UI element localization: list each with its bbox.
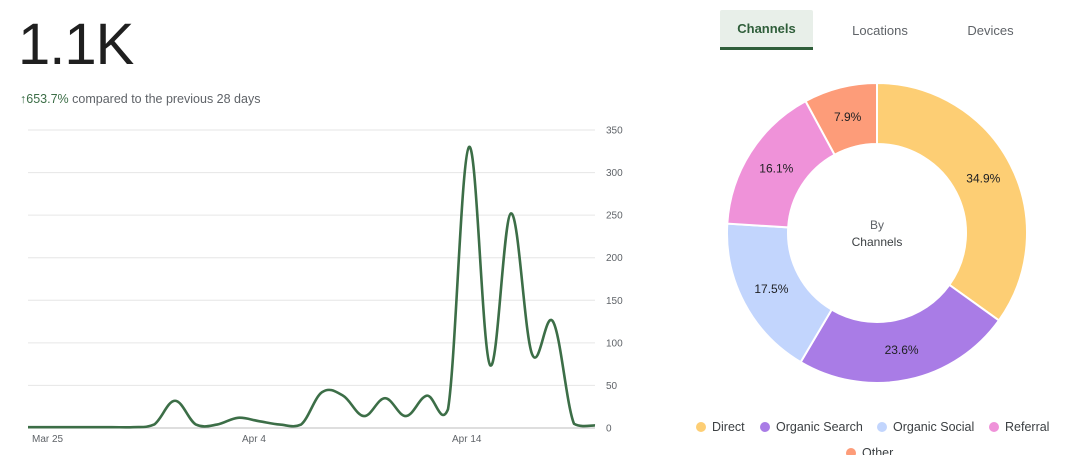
change-percent: 653.7% [26, 92, 69, 106]
series-line [28, 145, 596, 429]
donut-slice[interactable] [804, 81, 878, 157]
tab-locations[interactable]: Locations [852, 22, 908, 38]
legend-label: Organic Social [893, 420, 975, 434]
arrow-up-icon: ↑ [20, 92, 27, 106]
slice-percent-label: 23.6% [885, 343, 919, 357]
tab-channels[interactable]: Channels [720, 10, 813, 50]
breakdown-tabs: Channels Locations Devices [720, 10, 1050, 50]
legend-item[interactable]: Other [846, 446, 893, 455]
y-tick-label: 150 [606, 296, 623, 307]
legend-color-dot [760, 422, 770, 432]
legend-label: Other [862, 446, 894, 455]
slice-percent-label: 17.5% [754, 282, 788, 296]
y-tick-label: 300 [606, 168, 623, 179]
legend-item[interactable]: Organic Social [877, 420, 974, 434]
slice-percent-label: 16.1% [759, 162, 793, 176]
y-tick-label: 0 [606, 424, 612, 435]
donut-center-label-bottom: Channels [852, 235, 903, 249]
line-chart: 0 50 100 150 200 250 300 350 Mar 25 Apr 4 Apr 14 [28, 126, 623, 445]
legend-color-dot [877, 422, 887, 432]
legend-item[interactable]: Organic Search [760, 420, 863, 434]
tab-devices[interactable]: Devices [967, 22, 1014, 38]
y-tick-label: 200 [606, 253, 623, 264]
comparison-text: compared to the previous 28 days [72, 92, 261, 106]
legend-color-dot [846, 448, 856, 455]
x-tick-label: Mar 25 [32, 434, 64, 445]
y-tick-label: 100 [606, 338, 623, 349]
slice-percent-label: 7.9% [834, 110, 862, 124]
donut-slice[interactable] [876, 81, 1028, 322]
donut-center-label-top: By [870, 218, 884, 232]
legend-label: Organic Search [776, 420, 863, 434]
donut-legend: Direct Organic Search Organic Social Referr… [690, 418, 1072, 455]
x-tick-label: Apr 14 [452, 434, 482, 445]
x-tick-label: Apr 4 [242, 434, 266, 445]
y-tick-label: 350 [606, 126, 623, 137]
legend-item[interactable]: Direct [696, 420, 745, 434]
legend-color-dot [989, 422, 999, 432]
legend-item[interactable]: Referral [989, 420, 1049, 434]
donut-slice[interactable] [799, 283, 1001, 384]
legend-label: Direct [712, 420, 745, 434]
total-metric-value: 1.1K [18, 12, 134, 77]
comparison-line: ↑653.7% compared to the previous 28 days [20, 92, 260, 106]
legend-color-dot [696, 422, 706, 432]
y-tick-label: 250 [606, 211, 623, 222]
legend-label: Referral [1005, 420, 1050, 434]
y-tick-label: 50 [606, 381, 618, 392]
channels-donut-chart: 34.9% 23.6% 17.5% 16.1% 7.9% By Channels [726, 81, 1028, 384]
slice-percent-label: 34.9% [966, 171, 1000, 185]
